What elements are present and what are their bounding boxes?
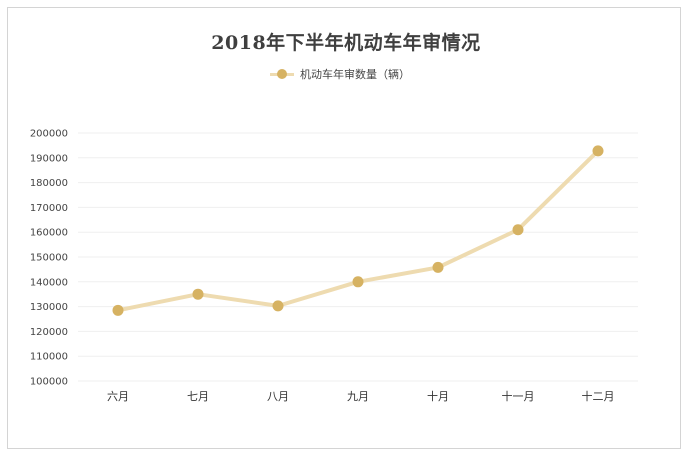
data-point <box>112 304 124 316</box>
y-tick-label: 200000 <box>30 129 68 140</box>
x-category-label: 七月 <box>187 390 209 403</box>
chart-frame <box>7 7 681 449</box>
data-point <box>192 288 204 300</box>
x-category-label: 八月 <box>267 390 289 403</box>
legend-marker-icon <box>270 69 294 79</box>
x-category-label: 十二月 <box>582 389 615 403</box>
chart-title: 2018年下半年机动车年审情况 <box>211 32 481 54</box>
y-tick-label: 150000 <box>30 253 68 264</box>
data-point <box>432 261 444 273</box>
x-category-label: 九月 <box>347 390 369 403</box>
y-tick-label: 110000 <box>30 352 68 363</box>
legend-label: 机动车年审数量（辆） <box>300 68 410 81</box>
y-tick-label: 120000 <box>30 327 68 338</box>
x-category-label: 六月 <box>107 390 129 403</box>
legend: 机动车年审数量（辆） <box>0 66 692 82</box>
data-point <box>512 224 524 236</box>
y-tick-label: 180000 <box>30 178 68 189</box>
x-category-label: 十月 <box>427 389 449 403</box>
x-category-label: 十一月 <box>502 389 535 403</box>
y-tick-label: 140000 <box>30 277 68 288</box>
data-point <box>592 145 604 157</box>
y-tick-label: 160000 <box>30 228 68 239</box>
y-tick-label: 170000 <box>30 203 68 214</box>
y-tick-label: 100000 <box>30 377 68 388</box>
y-tick-label: 190000 <box>30 153 68 164</box>
data-point <box>352 276 364 288</box>
y-tick-label: 130000 <box>30 302 68 313</box>
data-point <box>272 300 284 312</box>
